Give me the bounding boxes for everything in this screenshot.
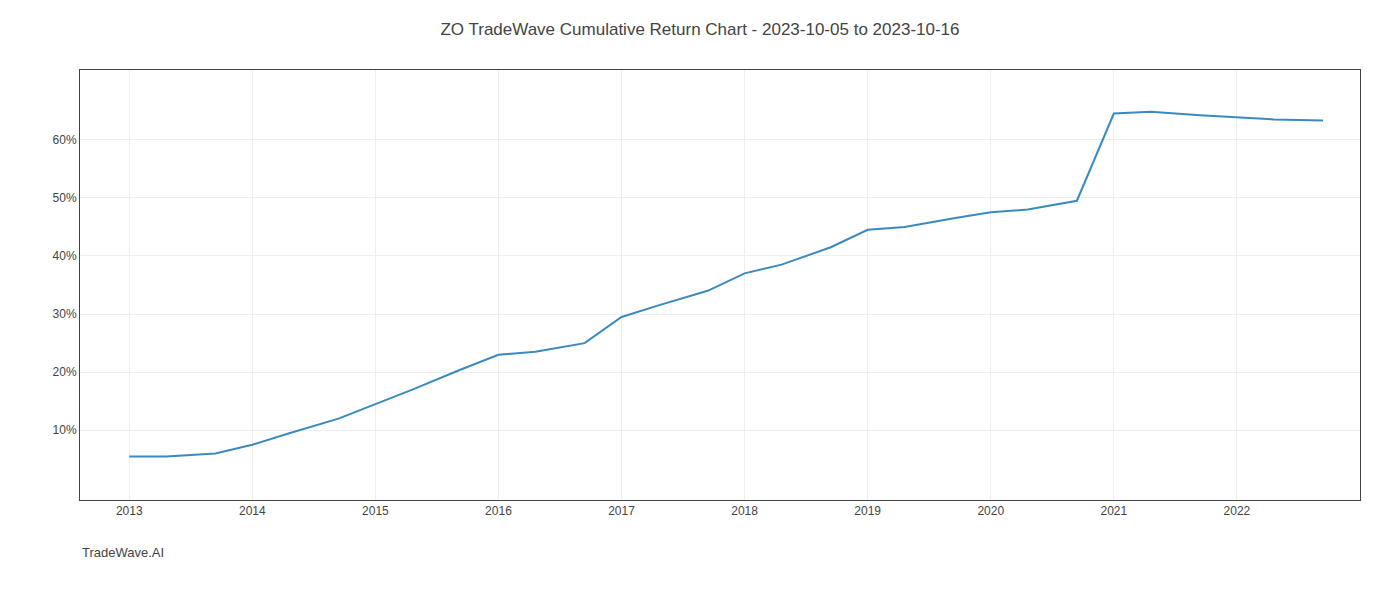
svg-text:2022: 2022 [1224, 504, 1251, 518]
svg-text:2013: 2013 [116, 504, 143, 518]
svg-text:2018: 2018 [731, 504, 758, 518]
svg-text:60%: 60% [53, 133, 77, 147]
svg-text:2014: 2014 [239, 504, 266, 518]
svg-text:2020: 2020 [977, 504, 1004, 518]
svg-text:2021: 2021 [1100, 504, 1127, 518]
svg-text:2019: 2019 [854, 504, 881, 518]
svg-text:40%: 40% [53, 249, 77, 263]
svg-text:2017: 2017 [608, 504, 635, 518]
svg-text:TradeWave.AI: TradeWave.AI [82, 545, 164, 560]
svg-text:ZO TradeWave Cumulative Return: ZO TradeWave Cumulative Return Chart - 2… [440, 20, 959, 39]
svg-text:2016: 2016 [485, 504, 512, 518]
svg-text:50%: 50% [53, 191, 77, 205]
svg-text:20%: 20% [53, 365, 77, 379]
svg-text:2015: 2015 [362, 504, 389, 518]
svg-text:30%: 30% [53, 307, 77, 321]
svg-text:10%: 10% [53, 423, 77, 437]
